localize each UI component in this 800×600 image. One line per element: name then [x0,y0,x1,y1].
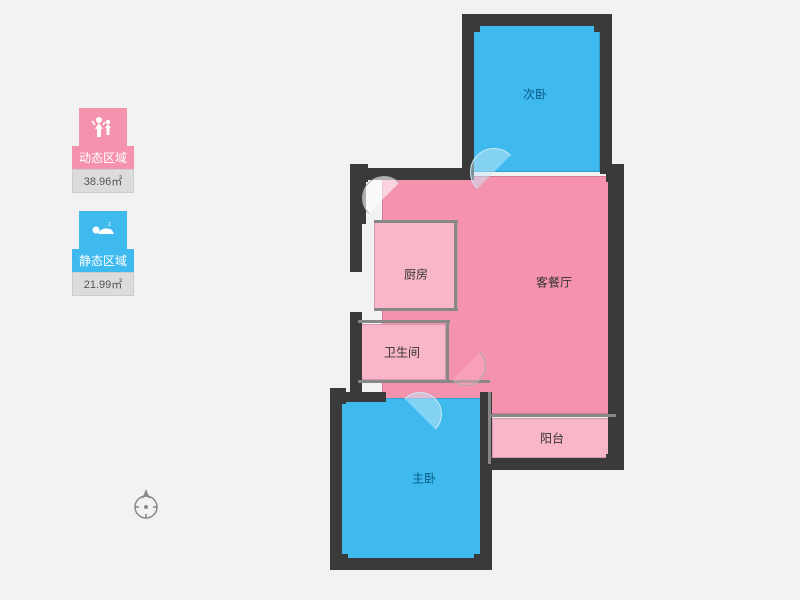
interior-wall [446,320,449,382]
wall-corner [474,554,492,570]
room-label: 阳台 [540,430,564,447]
wall-segment [350,312,362,398]
wall-segment [330,558,492,570]
compass-icon [128,486,164,522]
floorplan-container: 次卧客餐厅 厨房卫生间阳台主卧 [294,14,692,582]
interior-wall [374,308,458,311]
sleep-icon: z [79,211,127,249]
wall-segment [462,14,612,26]
wall-segment [330,392,342,570]
room-label: 卫生间 [384,344,420,361]
wall-segment [608,168,624,422]
room-label: 厨房 [404,266,428,283]
interior-wall [488,414,616,417]
svg-text:z: z [108,222,111,228]
wall-corner [462,14,480,32]
wall-corner [606,164,624,182]
legend-static-block: z 静态区域 21.99㎡ [72,211,134,296]
legend-static-label: 静态区域 [72,249,134,272]
room-label: 主卧 [412,470,436,487]
legend-static-value: 21.99㎡ [72,272,134,296]
people-icon [79,108,127,146]
wall-corner [350,164,368,182]
wall-segment [488,458,624,470]
wall-segment [600,14,612,174]
wall-corner [594,14,612,32]
room-label: 客餐厅 [536,274,572,291]
legend-dynamic-label: 动态区域 [72,146,134,169]
room-label: 次卧 [523,86,547,103]
interior-wall [454,220,457,310]
legend-dynamic-block: 动态区域 38.96㎡ [72,108,134,193]
legend-dynamic-value: 38.96㎡ [72,169,134,193]
wall-segment [350,212,362,272]
interior-wall [374,220,458,223]
wall-corner [606,454,624,470]
wall-corner [330,388,346,404]
interior-wall [358,320,450,323]
wall-corner [330,554,348,570]
legend-panel: 动态区域 38.96㎡ z 静态区域 21.99㎡ [72,108,134,314]
wall-segment [462,14,474,174]
interior-wall [488,392,491,464]
